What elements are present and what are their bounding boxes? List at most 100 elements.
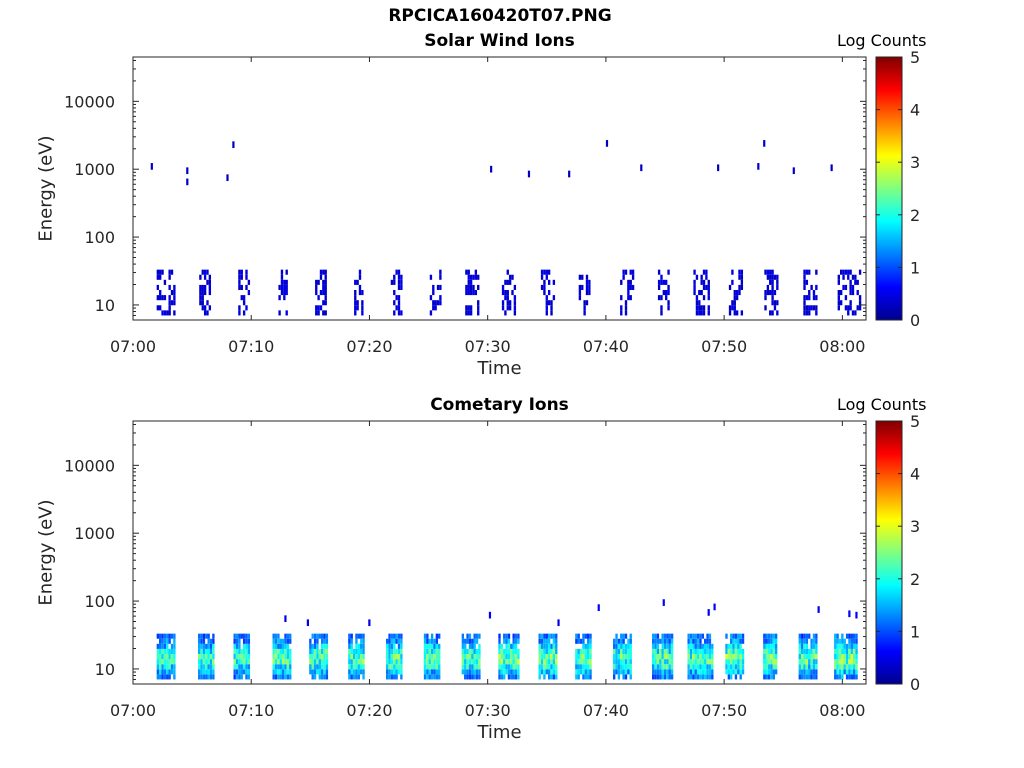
heatmap-cell [501,290,505,296]
heatmap-cell [842,269,845,275]
heatmap-cell [507,674,511,680]
heatmap-cell [203,290,207,296]
heatmap-cell [575,659,578,665]
heatmap-cell [540,643,544,649]
heatmap-cell [238,633,241,639]
heatmap-cell [475,664,479,670]
heatmap-cell [233,633,236,639]
heatmap-cell [435,638,439,644]
heatmap-cell [800,664,804,670]
heatmap-cell [575,638,578,644]
burst-14 [687,633,714,680]
heatmap-cell [815,643,818,649]
heatmap-cell [624,305,628,311]
heatmap-cell [465,284,468,290]
heatmap-cell [545,669,548,675]
heatmap-cell [624,654,628,660]
heatmap-cell [668,638,671,644]
heatmap-cell [350,659,353,665]
heatmap-cell [468,643,472,649]
heatmap-cell [620,310,623,316]
heatmap-cell [765,633,768,639]
heatmap-cell [362,633,365,639]
heatmap-cell [316,648,319,654]
heatmap-cell [170,643,174,649]
heatmap-cell [477,274,480,280]
heatmap-cell [202,638,206,644]
heatmap-cell [734,633,738,639]
heatmap-cell [732,659,735,665]
heatmap-cell [652,648,655,654]
heatmap-cell [774,648,778,654]
heatmap-cell [203,305,207,311]
heatmap-cell [242,648,246,654]
heatmap-cell [159,659,162,665]
burst-18 [837,269,862,316]
heatmap-cell [837,295,840,301]
heatmap-cell [699,664,702,670]
heatmap-cell [665,295,668,301]
heatmap-cell [212,633,215,639]
heatmap-cell [245,284,248,290]
heatmap-cell [740,310,744,316]
heatmap-cell [348,659,351,665]
heatmap-cell [666,643,669,649]
burst-9 [501,269,517,316]
heatmap-cell [700,274,703,280]
heatmap-cell [741,654,745,660]
heatmap-cell [805,269,809,275]
heatmap-cell [622,274,625,280]
heatmap-cell [656,638,660,644]
heatmap-cell [274,643,278,649]
heatmap-cell [348,664,351,670]
heatmap-cell [850,648,853,654]
heatmap-cell [701,674,705,680]
heatmap-cell [311,648,314,654]
heatmap-cell [732,638,735,644]
heatmap-cell [235,674,239,680]
heatmap-cell [277,674,280,680]
heatmap-cell [659,659,662,665]
heatmap-cell [617,674,621,680]
heatmap-cell [545,274,548,280]
heatmap-cell [163,654,167,660]
heatmap-cell [316,638,319,644]
heatmap-cell [166,310,169,316]
heatmap-cell [770,669,773,675]
heatmap-cell [622,654,625,660]
heatmap-cell [348,633,351,639]
heatmap-cell [725,664,728,670]
heatmap-cell [468,669,472,675]
heatmap-cell [769,279,772,285]
heatmap-cell [836,648,839,654]
heatmap-cell [661,664,664,670]
heatmap-cell [400,654,403,660]
heatmap-cell [478,674,481,680]
heatmap-cell [203,310,207,316]
heatmap-cell [466,638,469,644]
heatmap-cell [168,633,171,639]
x-axis-label-cometary: Time [477,722,522,743]
heatmap-cell [503,664,506,670]
heatmap-cell [555,643,558,649]
heatmap-cell [274,648,278,654]
heatmap-cell [238,284,241,290]
heatmap-cell [615,654,618,660]
heatmap-cell [238,664,241,670]
heatmap-cell [700,310,703,316]
heatmap-cell [209,674,213,680]
heatmap-cell [583,305,586,311]
heatmap-cell [550,648,553,654]
heatmap-cell [770,664,773,670]
heatmap-cell [511,274,514,280]
heatmap-cell [765,664,768,670]
heatmap-cell [727,674,731,680]
heatmap-cell [313,638,317,644]
heatmap-cell [547,290,551,296]
heatmap-cell [201,305,204,311]
heatmap-cell [281,643,285,649]
heatmap-cell [705,269,708,275]
heatmap-cell [498,633,501,639]
heatmap-cell [776,279,779,285]
heatmap-cell [589,674,592,680]
